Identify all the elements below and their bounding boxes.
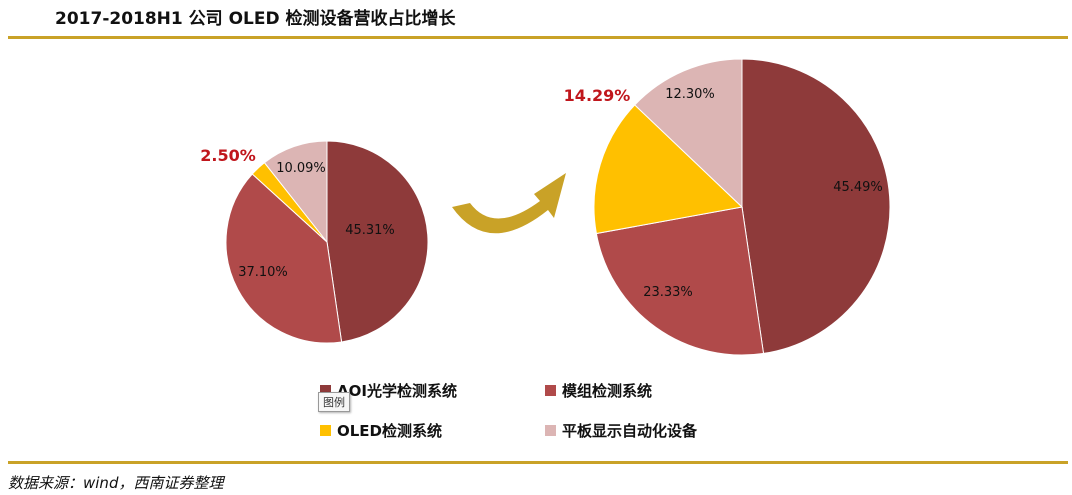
growth-arrow-icon (452, 173, 566, 234)
data-label-aoi: 45.31% (345, 223, 395, 238)
pie-2018h1: 45.49% 23.33% 14.29% 12.30% (564, 58, 891, 356)
slice-flat (634, 58, 743, 209)
legend-swatch-flat (545, 424, 556, 436)
legend: AOI光学检测系统 模组检测系统 OLED检测系统 平板显示自动化设备 (320, 378, 840, 450)
legend-swatch-module (545, 384, 556, 396)
slice-module (595, 206, 765, 356)
top-divider (8, 36, 1068, 39)
legend-item-oled[interactable]: OLED检测系统 (320, 418, 442, 442)
slice-oled (593, 104, 744, 235)
legend-label-aoi: AOI光学检测系统 (337, 381, 457, 400)
slice-aoi (326, 140, 429, 343)
legend-item-module[interactable]: 模组检测系统 (545, 378, 652, 402)
pie-2017: 45.31% 37.10% 2.50% 10.09% (200, 140, 429, 344)
chart-title: 2017-2018H1 公司 OLED 检测设备营收占比增长 (55, 9, 456, 29)
slice-aoi (741, 58, 891, 354)
legend-item-flat[interactable]: 平板显示自动化设备 (545, 418, 697, 442)
legend-label-flat: 平板显示自动化设备 (562, 421, 698, 440)
data-label-aoi: 45.49% (833, 180, 883, 195)
data-label-oled: 2.50% (200, 146, 256, 165)
legend-swatch-aoi (320, 384, 331, 396)
legend-item-aoi[interactable]: AOI光学检测系统 (320, 378, 457, 402)
legend-tooltip: 图例 (318, 392, 350, 412)
data-source: 数据来源：wind，西南证券整理 (8, 474, 224, 492)
data-label-module: 37.10% (238, 265, 288, 280)
data-label-flat: 12.30% (665, 87, 715, 102)
pie-charts: 45.31% 37.10% 2.50% 10.09% 45.49% 23.33% 14.2… (200, 58, 891, 356)
data-label-module: 23.33% (643, 285, 693, 300)
slice-flat (263, 140, 328, 244)
legend-swatch-oled (320, 424, 331, 436)
legend-label-module: 模组检测系统 (562, 381, 653, 400)
data-label-oled: 14.29% (564, 86, 631, 105)
legend-label-oled: OLED检测系统 (337, 421, 443, 440)
bottom-divider (8, 461, 1068, 464)
data-label-flat: 10.09% (276, 161, 326, 176)
slice-module (225, 173, 343, 344)
